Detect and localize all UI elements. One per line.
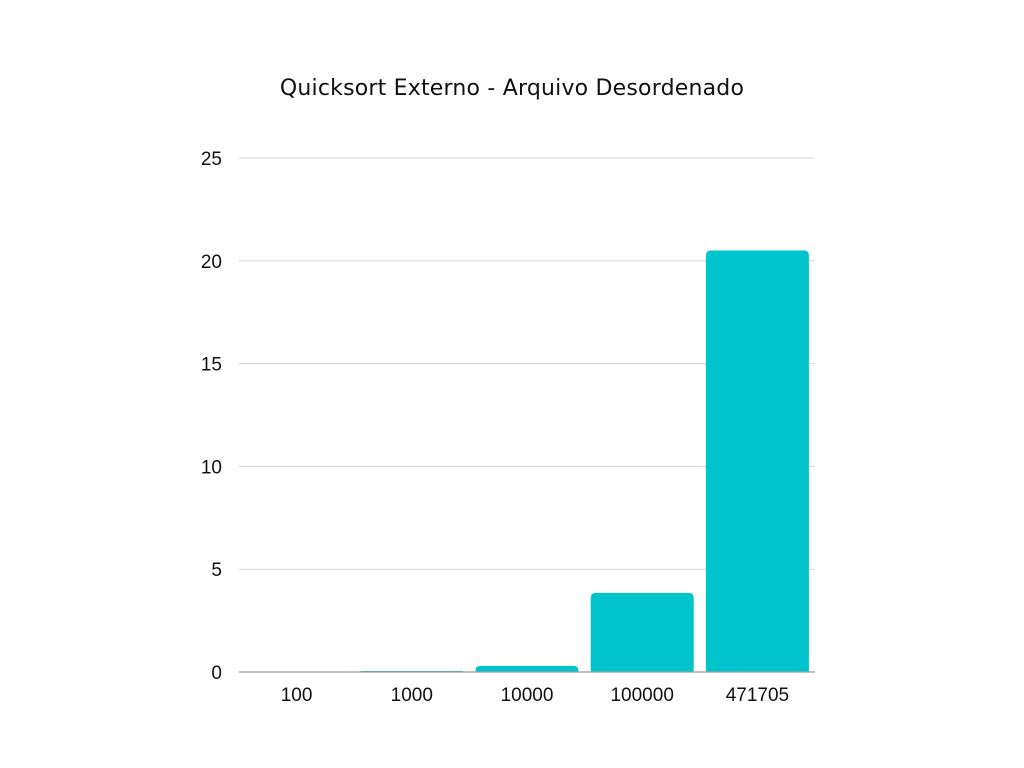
x-tick-label: 100000 xyxy=(610,685,673,706)
x-tick-label: 471705 xyxy=(726,685,789,706)
y-tick-label: 25 xyxy=(201,149,222,170)
y-tick-label: 0 xyxy=(211,663,222,684)
y-tick-label: 15 xyxy=(201,355,222,376)
bars xyxy=(360,250,809,672)
bar-100000 xyxy=(590,592,694,672)
x-axis-ticks: 100 1000 10000 100000 471705 xyxy=(281,685,789,706)
x-tick-label: 10000 xyxy=(501,685,554,706)
bar-471705 xyxy=(705,250,809,672)
y-tick-label: 10 xyxy=(201,457,222,478)
x-tick-label: 100 xyxy=(281,685,313,706)
y-axis-ticks: 0 5 10 15 20 25 xyxy=(201,149,222,684)
y-tick-label: 20 xyxy=(201,252,222,273)
chart-title: Quicksort Externo - Arquivo Desordenado xyxy=(279,76,745,101)
bar-10000 xyxy=(475,665,579,672)
x-tick-label: 1000 xyxy=(391,685,433,706)
y-tick-label: 5 xyxy=(211,560,222,581)
